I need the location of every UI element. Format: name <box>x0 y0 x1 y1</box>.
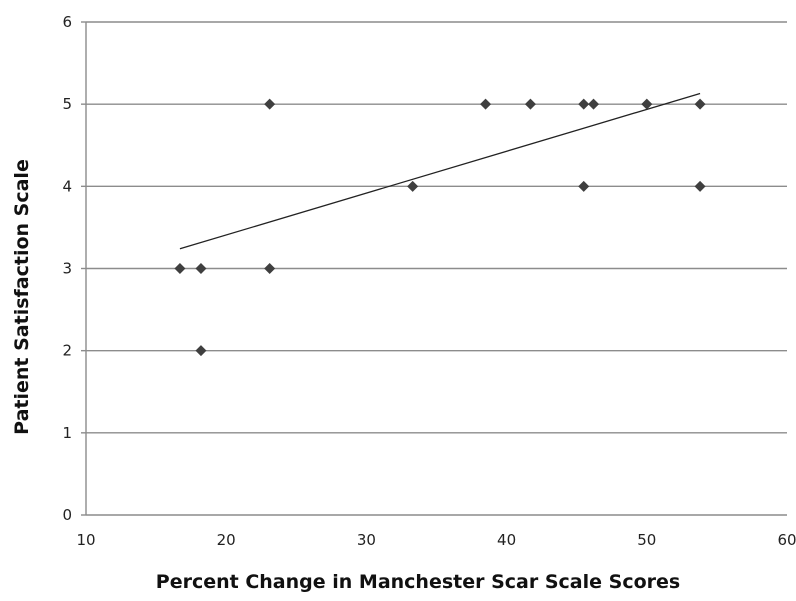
y-tick-label: 0 <box>62 506 72 524</box>
data-points <box>174 98 706 357</box>
data-point-diamond <box>694 98 706 110</box>
y-tick-label: 3 <box>62 260 72 278</box>
data-point-diamond <box>174 263 186 274</box>
y-tick-label: 1 <box>62 424 72 442</box>
x-tick-label: 10 <box>76 531 95 549</box>
data-point-diamond <box>578 98 590 110</box>
y-tick-label: 6 <box>62 13 72 31</box>
y-tick-label: 2 <box>62 342 72 360</box>
data-point-diamond <box>578 180 590 192</box>
data-point-diamond <box>264 263 276 274</box>
x-tick-label: 40 <box>497 531 516 549</box>
trendline <box>179 92 701 250</box>
data-point-diamond <box>480 98 492 110</box>
y-tick-label: 5 <box>62 95 72 113</box>
x-tick-label: 60 <box>777 531 796 549</box>
data-point-diamond <box>524 98 536 110</box>
data-point-diamond <box>264 98 276 110</box>
x-tick-label: 30 <box>357 531 376 549</box>
y-tick-label: 4 <box>62 177 72 195</box>
y-tick-labels: 0 1 2 3 4 5 6 <box>62 13 72 524</box>
data-point-diamond <box>588 98 600 110</box>
x-tick-label: 50 <box>637 531 656 549</box>
data-point-diamond <box>407 180 419 192</box>
data-point-diamond <box>195 345 207 357</box>
x-axis-title: Percent Change in Manchester Scar Scale … <box>156 571 680 593</box>
x-tick-labels: 10 20 30 40 50 60 <box>76 531 796 549</box>
data-point-diamond <box>195 263 207 274</box>
x-tick-label: 20 <box>217 531 236 549</box>
gridlines <box>81 21 787 516</box>
data-point-diamond <box>694 180 706 192</box>
y-axis-title: Patient Satisfaction Scale <box>11 159 33 435</box>
data-point-diamond <box>641 98 653 110</box>
